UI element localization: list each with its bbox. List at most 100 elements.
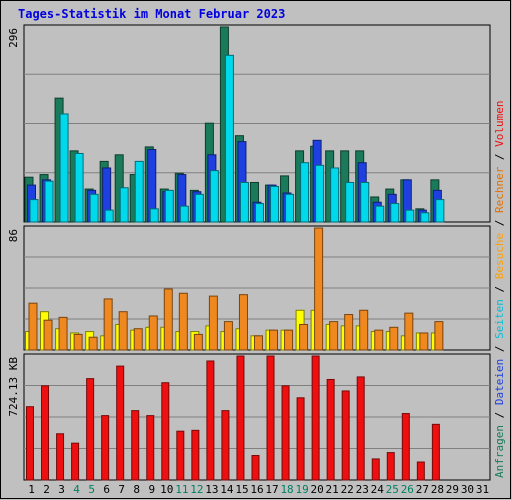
bar-seiten-day-17 bbox=[270, 185, 280, 223]
legend-separator: / bbox=[493, 405, 506, 425]
bar-volumen-day-12 bbox=[191, 429, 200, 481]
x-tick-label-day-21: 21 bbox=[326, 483, 339, 496]
bar-rechner-day-20 bbox=[314, 227, 324, 351]
bar-rechner-day-1 bbox=[28, 302, 38, 351]
bar-volumen-day-20 bbox=[311, 355, 320, 481]
bar-seiten-day-8 bbox=[134, 160, 144, 223]
x-tick-label-day-1: 1 bbox=[28, 483, 35, 496]
x-tick-label-day-23: 23 bbox=[356, 483, 369, 496]
bar-volumen-day-15 bbox=[236, 355, 245, 481]
legend: Anfragen / Dateien / Seiten / Besuche / … bbox=[493, 100, 506, 478]
legend-item-rechner: Rechner bbox=[493, 166, 506, 213]
bar-volumen-day-6 bbox=[101, 415, 110, 481]
bar-seiten-day-1 bbox=[29, 199, 39, 223]
bar-seiten-day-2 bbox=[44, 180, 54, 223]
bar-seiten-day-13 bbox=[209, 170, 219, 223]
bar-seiten-day-3 bbox=[59, 113, 69, 223]
bar-seiten-day-26 bbox=[405, 209, 415, 223]
bar-volumen-day-27 bbox=[416, 461, 425, 481]
bar-volumen-day-24 bbox=[371, 458, 380, 481]
legend-item-seiten: Seiten bbox=[493, 299, 506, 339]
bar-rechner-day-6 bbox=[103, 298, 113, 351]
bar-rechner-day-15 bbox=[238, 294, 248, 351]
x-tick-label-day-2: 2 bbox=[43, 483, 50, 496]
x-tick-label-day-14: 14 bbox=[220, 483, 234, 496]
bar-rechner-day-4 bbox=[73, 333, 83, 351]
bar-volumen-day-21 bbox=[326, 378, 335, 481]
bar-rechner-day-21 bbox=[329, 321, 339, 351]
x-tick-label-day-16: 16 bbox=[250, 483, 263, 496]
x-tick-label-day-20: 20 bbox=[311, 483, 324, 496]
legend-item-volumen: Volumen bbox=[493, 100, 506, 146]
bar-rechner-day-10 bbox=[163, 288, 173, 351]
legend-separator: / bbox=[493, 339, 506, 359]
bar-rechner-day-22 bbox=[344, 314, 354, 351]
bar-volumen-day-1 bbox=[26, 406, 34, 481]
x-tick-label-day-10: 10 bbox=[160, 483, 173, 496]
bar-rechner-day-12 bbox=[193, 333, 203, 351]
bar-seiten-day-21 bbox=[330, 167, 340, 223]
bar-volumen-day-2 bbox=[41, 385, 50, 481]
bar-rechner-day-16 bbox=[253, 335, 263, 351]
bar-rechner-day-28 bbox=[434, 321, 444, 351]
bar-rechner-day-5 bbox=[88, 336, 98, 351]
bar-seiten-day-20 bbox=[315, 164, 325, 223]
bar-rechner-day-11 bbox=[178, 292, 188, 351]
panel-1-ymax-label: 296 bbox=[7, 28, 20, 48]
x-tick-label-day-13: 13 bbox=[205, 483, 218, 496]
bar-seiten-day-5 bbox=[89, 193, 99, 223]
bar-volumen-day-18 bbox=[281, 385, 290, 481]
bar-seiten-day-27 bbox=[420, 212, 430, 223]
x-tick-label-day-9: 9 bbox=[148, 483, 155, 496]
bar-seiten-day-19 bbox=[300, 162, 310, 223]
bar-rechner-day-3 bbox=[58, 316, 68, 351]
bar-seiten-day-6 bbox=[104, 209, 114, 223]
bar-volumen-day-26 bbox=[401, 413, 410, 481]
bar-volumen-day-9 bbox=[146, 415, 155, 481]
x-tick-label-day-27: 27 bbox=[416, 483, 429, 496]
legend-item-besuche: Besuche bbox=[493, 233, 506, 279]
x-tick-label-day-11: 11 bbox=[175, 483, 188, 496]
bar-seiten-day-15 bbox=[239, 181, 249, 223]
bar-seiten-day-22 bbox=[345, 181, 355, 223]
x-tick-label-day-31: 31 bbox=[476, 483, 489, 496]
bar-volumen-day-8 bbox=[131, 410, 140, 481]
x-tick-label-day-30: 30 bbox=[461, 483, 474, 496]
x-tick-label-day-19: 19 bbox=[295, 483, 308, 496]
bar-seiten-day-25 bbox=[390, 203, 400, 223]
bar-seiten-day-11 bbox=[179, 205, 189, 223]
legend-separator: / bbox=[493, 279, 506, 299]
bar-rechner-day-27 bbox=[419, 332, 429, 351]
bar-seiten-day-14 bbox=[224, 54, 234, 223]
bar-rechner-day-9 bbox=[148, 315, 158, 351]
bar-seiten-day-23 bbox=[360, 181, 370, 223]
bar-volumen-day-5 bbox=[86, 378, 95, 481]
panel-3-ymax-label: 724.13 KB bbox=[7, 357, 20, 417]
bar-rechner-day-25 bbox=[389, 326, 399, 351]
chart-title: Tages-Statistik im Monat Februar 2023 bbox=[18, 7, 286, 21]
x-tick-label-day-29: 29 bbox=[446, 483, 459, 496]
bar-volumen-day-22 bbox=[341, 390, 350, 481]
bar-rechner-day-17 bbox=[269, 329, 279, 351]
x-tick-label-day-6: 6 bbox=[103, 483, 110, 496]
legend-separator: / bbox=[493, 147, 506, 167]
x-tick-label-day-7: 7 bbox=[118, 483, 125, 496]
bar-rechner-day-7 bbox=[118, 311, 128, 351]
bar-volumen-day-19 bbox=[296, 397, 305, 481]
bar-seiten-day-10 bbox=[164, 189, 174, 223]
bar-volumen-day-28 bbox=[431, 423, 440, 481]
bar-volumen-day-25 bbox=[386, 452, 395, 481]
bar-rechner-day-13 bbox=[208, 295, 218, 351]
x-tick-label-day-17: 17 bbox=[265, 483, 278, 496]
bar-seiten-day-24 bbox=[375, 205, 385, 223]
bar-volumen-day-3 bbox=[56, 433, 65, 481]
bar-volumen-day-13 bbox=[206, 360, 215, 481]
bar-volumen-day-11 bbox=[176, 430, 185, 481]
bar-rechner-day-14 bbox=[223, 321, 233, 351]
x-tick-label-day-15: 15 bbox=[235, 483, 248, 496]
bar-rechner-day-2 bbox=[43, 319, 53, 351]
x-tick-label-day-28: 28 bbox=[431, 483, 444, 496]
bar-rechner-day-24 bbox=[374, 329, 384, 351]
